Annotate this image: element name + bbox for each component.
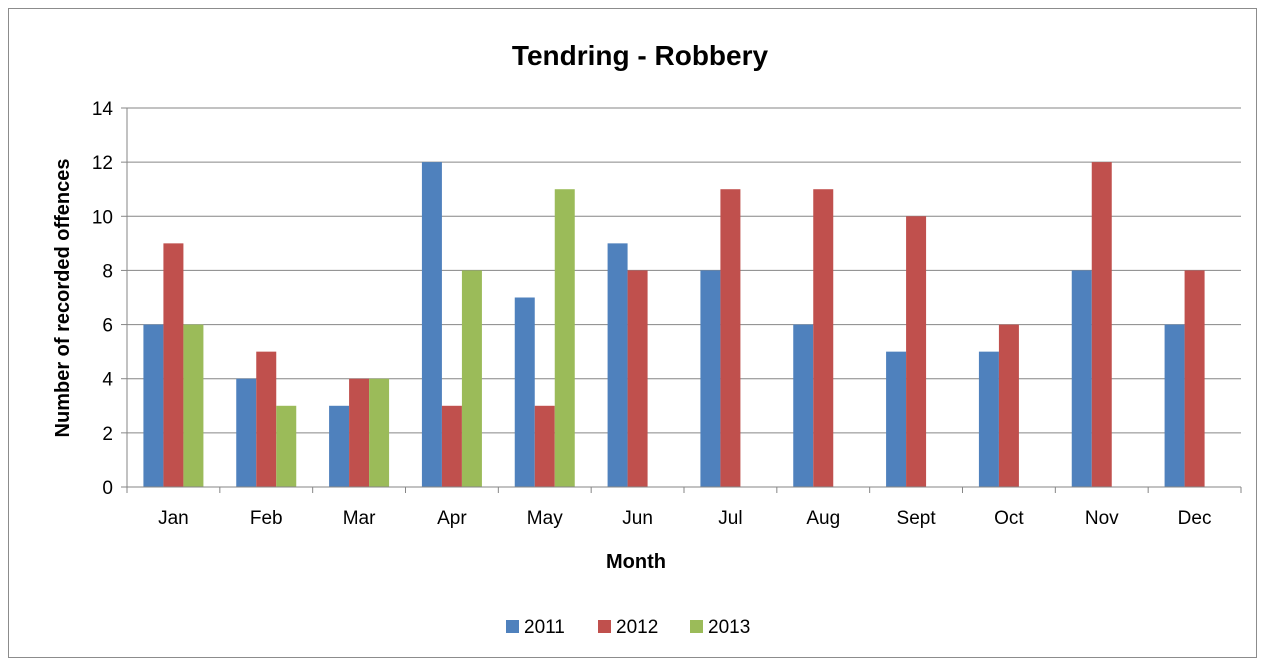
bar-2011-jun (607, 243, 628, 487)
bar-2013-apr (461, 270, 482, 487)
y-tick-label: 4 (102, 370, 113, 391)
bar-2012-nov (1091, 162, 1112, 487)
x-tick-label: Jul (718, 508, 742, 529)
x-tick-label: Feb (250, 508, 283, 529)
x-tick-label: May (527, 508, 563, 529)
bar-2013-mar (369, 378, 390, 487)
bar-2011-mar (329, 405, 350, 487)
bar-2012-sept (906, 216, 927, 488)
legend: 2011 2012 2013 (506, 617, 750, 638)
bar-2011-sept (886, 351, 907, 487)
bar-2013-feb (276, 405, 297, 487)
bar-2011-jan (143, 324, 164, 487)
gridlines (121, 107, 1242, 493)
legend-swatch-2011 (506, 620, 519, 633)
bar-2011-feb (236, 378, 257, 487)
bar-2011-oct (978, 351, 999, 487)
y-tick-label: 8 (102, 261, 113, 282)
y-axis-label: Number of recorded offences (52, 159, 74, 438)
bar-2012-may (534, 405, 555, 487)
y-tick-label: 14 (92, 99, 114, 120)
bar-2011-dec (1164, 324, 1185, 487)
bar-2013-jan (183, 324, 204, 487)
y-tick-label: 10 (92, 207, 113, 228)
chart-title: Tendring - Robbery (512, 40, 769, 71)
x-tick-label: Apr (437, 508, 467, 529)
bar-2012-dec (1184, 270, 1205, 487)
bar-2011-apr (421, 162, 442, 487)
x-tick-label: Nov (1085, 508, 1119, 529)
bar-2012-aug (813, 189, 834, 487)
y-axis-tick-labels: 0 2 4 6 8 10 12 14 (92, 99, 114, 499)
legend-swatch-2013 (690, 620, 703, 633)
bar-2011-jul (700, 270, 721, 487)
y-tick-label: 12 (92, 153, 113, 174)
x-tick-label: Mar (343, 508, 376, 529)
bar-2011-may (514, 297, 535, 487)
bar-2012-jun (627, 270, 648, 487)
y-tick-label: 0 (102, 478, 113, 499)
bar-2013-may (554, 189, 575, 487)
bars (143, 162, 1205, 488)
bar-2012-feb (256, 351, 277, 487)
bar-2012-jan (163, 243, 184, 487)
x-tick-label: Aug (806, 508, 840, 529)
x-axis-label: Month (606, 551, 666, 573)
y-tick-label: 6 (102, 316, 113, 337)
legend-label-2012: 2012 (616, 617, 658, 638)
bar-2012-jul (720, 189, 741, 487)
x-tick-label: Jan (158, 508, 189, 529)
x-tick-label: Dec (1178, 508, 1212, 529)
bar-2012-oct (998, 324, 1019, 487)
y-tick-label: 2 (102, 424, 113, 445)
bar-2012-apr (441, 405, 462, 487)
bar-2011-nov (1071, 270, 1092, 487)
legend-label-2013: 2013 (708, 617, 750, 638)
legend-swatch-2012 (598, 620, 611, 633)
x-tick-label: Sept (897, 508, 937, 529)
x-tick-label: Jun (622, 508, 653, 529)
x-axis-tick-labels: Jan Feb Mar Apr May Jun Jul Aug Sept Oct Nov Dec (158, 508, 1211, 529)
legend-label-2011: 2011 (524, 617, 565, 638)
x-tick-label: Oct (994, 508, 1024, 529)
bar-2012-mar (349, 378, 370, 487)
bar-2011-aug (793, 324, 814, 487)
